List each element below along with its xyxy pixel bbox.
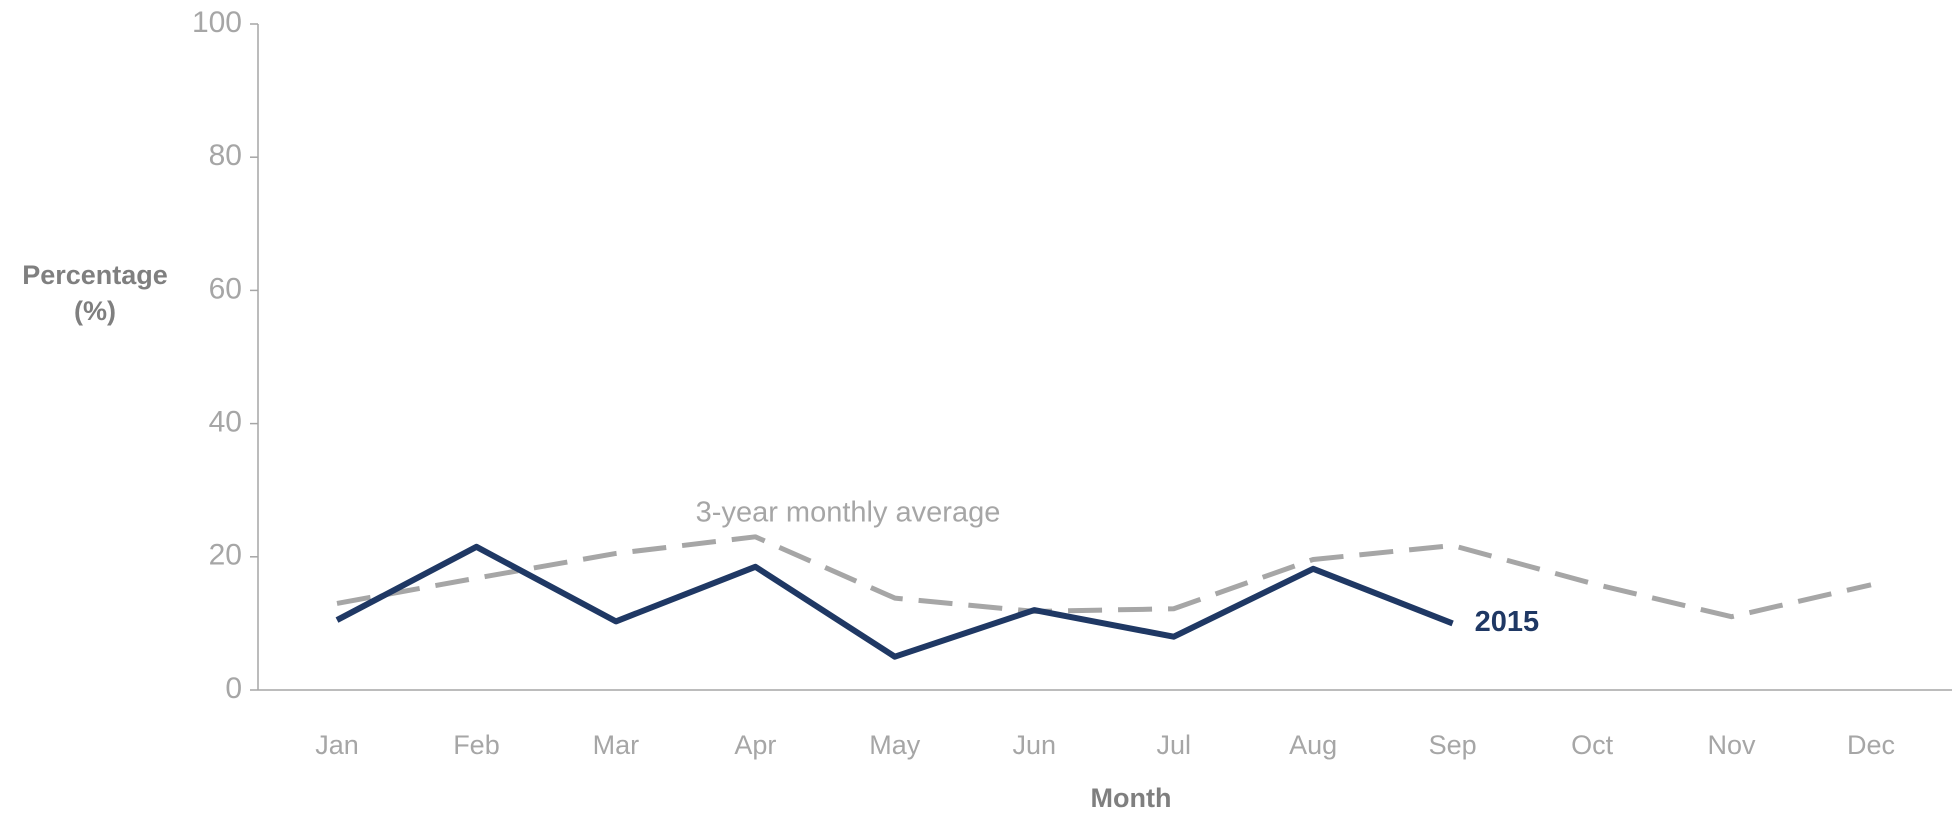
- x-tick-label: Jan: [315, 730, 359, 760]
- y-tick-label: 60: [209, 272, 242, 305]
- y-tick-label: 80: [209, 139, 242, 172]
- x-tick-label: Dec: [1847, 730, 1895, 760]
- x-axis-title: Month: [1091, 783, 1172, 813]
- y-axis-title: (%): [74, 296, 116, 326]
- x-tick-label: Feb: [453, 730, 500, 760]
- x-tick-label: Aug: [1289, 730, 1337, 760]
- y-tick-label: 40: [209, 406, 242, 439]
- x-tick-label: Jul: [1156, 730, 1191, 760]
- x-tick-label: Jun: [1012, 730, 1056, 760]
- x-tick-label: Apr: [734, 730, 776, 760]
- series-line: [335, 543, 1454, 660]
- series-label: 2015: [1475, 606, 1540, 638]
- x-tick-label: Mar: [593, 730, 640, 760]
- series-line: [336, 534, 1872, 620]
- series-label: 3-year monthly average: [696, 497, 1001, 529]
- y-tick-label: 0: [225, 672, 242, 705]
- x-tick-label: Nov: [1708, 730, 1757, 760]
- x-tick-label: May: [869, 730, 921, 760]
- y-axis-title: Percentage: [22, 260, 168, 290]
- x-tick-label: Sep: [1429, 730, 1477, 760]
- y-tick-label: 20: [209, 539, 242, 572]
- y-tick-label: 100: [192, 6, 242, 39]
- x-tick-label: Oct: [1571, 730, 1614, 760]
